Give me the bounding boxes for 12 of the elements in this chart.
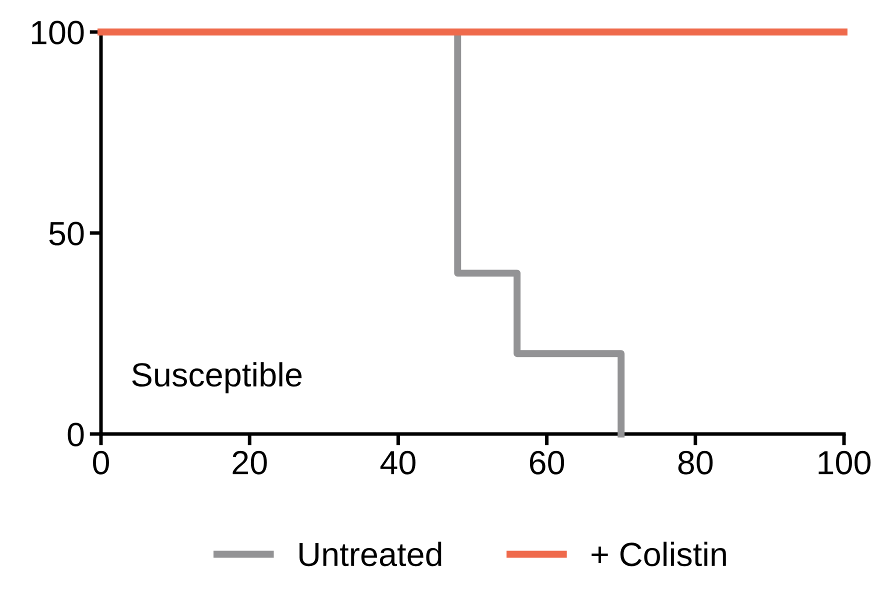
x-tick-label: 80 [678, 450, 713, 474]
x-tick-label: 100 [818, 450, 871, 474]
y-tick-label: 0 [68, 422, 84, 446]
legend-label: + Colistin [592, 542, 726, 566]
y-tick-label: 100 [32, 20, 84, 44]
x-tick-label: 40 [380, 450, 416, 474]
y-tick-label: 50 [49, 222, 84, 246]
legend-label: Untreated [300, 542, 442, 566]
x-tick-label: 0 [93, 450, 109, 474]
x-tick-label: 20 [232, 450, 267, 474]
annotation: Susceptible [132, 362, 302, 394]
x-tick-label: 60 [530, 450, 564, 474]
